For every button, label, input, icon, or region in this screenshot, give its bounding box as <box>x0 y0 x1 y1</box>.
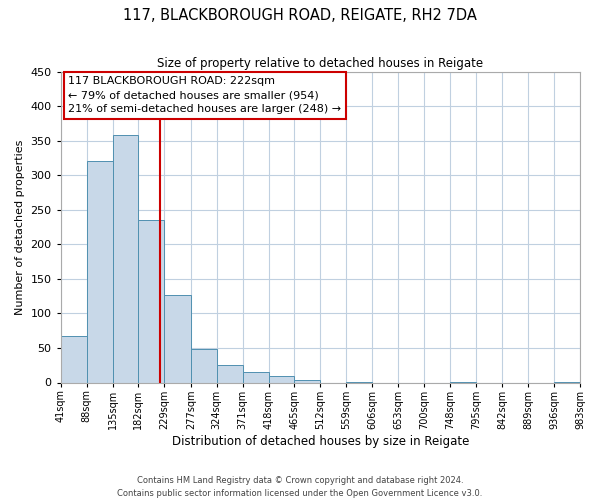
X-axis label: Distribution of detached houses by size in Reigate: Distribution of detached houses by size … <box>172 434 469 448</box>
Text: 117, BLACKBOROUGH ROAD, REIGATE, RH2 7DA: 117, BLACKBOROUGH ROAD, REIGATE, RH2 7DA <box>123 8 477 22</box>
Bar <box>295 380 320 382</box>
Bar <box>61 336 86 382</box>
Text: Contains HM Land Registry data © Crown copyright and database right 2024.
Contai: Contains HM Land Registry data © Crown c… <box>118 476 482 498</box>
Bar <box>86 162 113 382</box>
Title: Size of property relative to detached houses in Reigate: Size of property relative to detached ho… <box>157 58 484 70</box>
Bar <box>269 376 295 382</box>
Bar <box>191 348 217 382</box>
Bar <box>164 295 191 382</box>
Text: 117 BLACKBOROUGH ROAD: 222sqm
← 79% of detached houses are smaller (954)
21% of : 117 BLACKBOROUGH ROAD: 222sqm ← 79% of d… <box>68 76 341 114</box>
Bar <box>139 220 164 382</box>
Bar <box>242 372 269 382</box>
Bar <box>217 365 242 382</box>
Bar <box>113 135 139 382</box>
Y-axis label: Number of detached properties: Number of detached properties <box>15 140 25 315</box>
